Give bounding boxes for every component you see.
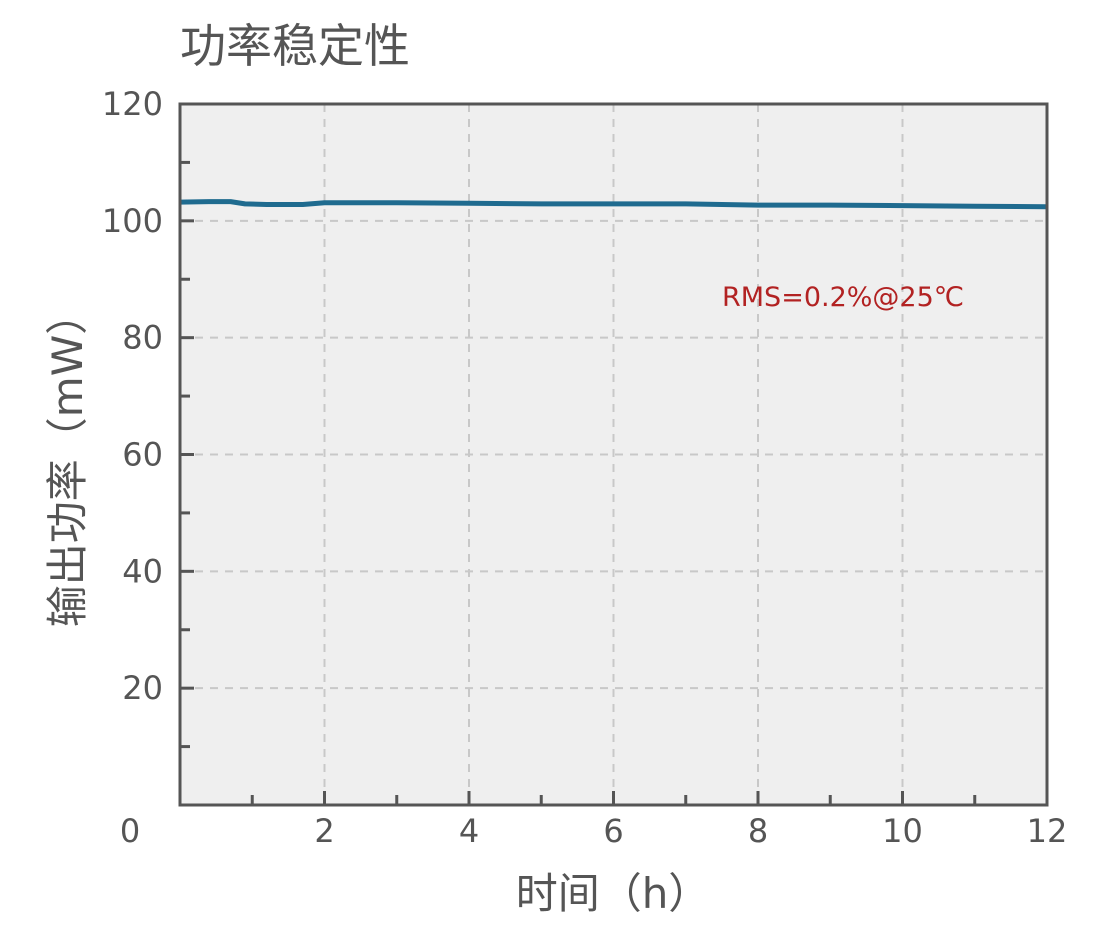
y-tick-label: 40 bbox=[122, 552, 163, 590]
rms-annotation: RMS=0.2%@25℃ bbox=[722, 282, 964, 313]
x-tick-label: 10 bbox=[882, 812, 923, 850]
y-tick-label: 120 bbox=[102, 85, 163, 123]
y-tick-label: 100 bbox=[102, 202, 163, 240]
chart-title: 功率稳定性 bbox=[180, 19, 410, 73]
y-tick-label: 80 bbox=[122, 319, 163, 357]
x-tick-label: 12 bbox=[1027, 812, 1068, 850]
y-axis-title: 输出功率（mW） bbox=[43, 293, 92, 627]
y-tick-label: 60 bbox=[122, 436, 163, 474]
x-tick-label: 4 bbox=[459, 812, 479, 850]
x-tick-label: 6 bbox=[603, 812, 623, 850]
x-axis-title: 时间（h） bbox=[516, 869, 711, 918]
y-tick-label: 20 bbox=[122, 669, 163, 707]
x-tick-label: 2 bbox=[314, 812, 334, 850]
plot-frame bbox=[178, 102, 1049, 807]
x-tick-label: 8 bbox=[748, 812, 768, 850]
series-line bbox=[179, 199, 1048, 210]
x-tick-label: 0 bbox=[120, 812, 140, 850]
